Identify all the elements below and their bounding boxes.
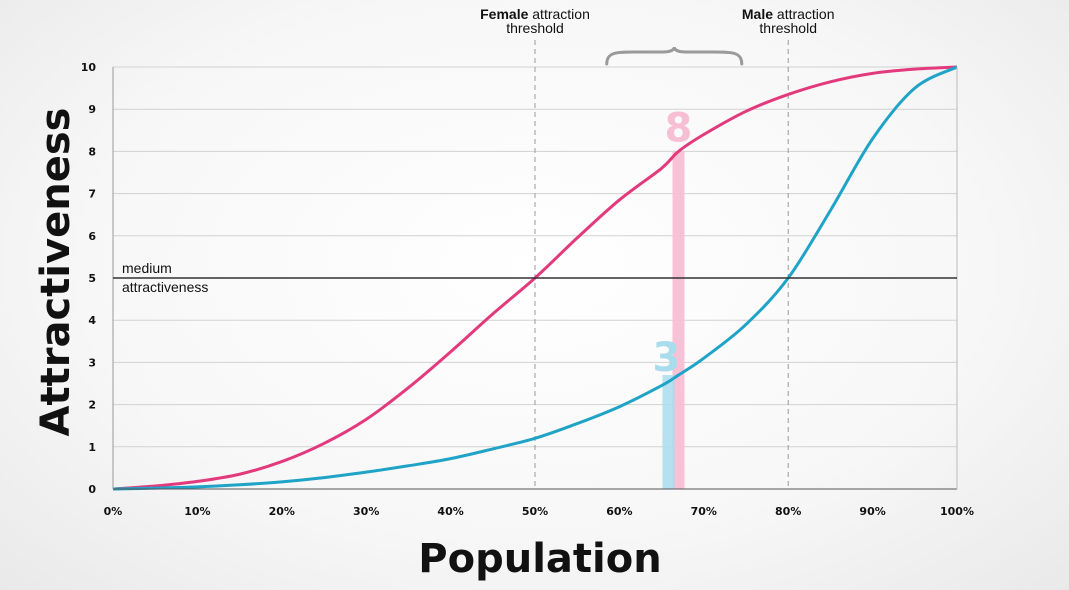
x-tick-label: 20% (269, 505, 295, 518)
x-axis-label: Population (418, 536, 661, 582)
x-tick-label: 30% (353, 505, 379, 518)
threshold-label-bold: Male (742, 6, 773, 22)
x-tick-label: 10% (184, 505, 210, 518)
x-tick-label: 40% (437, 505, 463, 518)
y-axis-label: Attractiveness (33, 108, 79, 437)
y-tick-label: 3 (88, 356, 96, 369)
blue-highlight-bar (662, 375, 675, 489)
x-tick-label: 0% (104, 505, 123, 518)
medium-label: medium (122, 260, 172, 276)
y-tick-label: 0 (88, 483, 96, 496)
y-tick-label: 9 (88, 103, 96, 116)
y-tick-label: 7 (88, 188, 96, 201)
pink-highlight-bar (672, 151, 685, 489)
y-tick-label: 8 (88, 145, 96, 158)
threshold-lines (534, 40, 789, 489)
axes (112, 67, 958, 490)
threshold-label-rest: attraction (773, 6, 834, 22)
threshold-label-line2: threshold (759, 20, 817, 36)
y-tick-label: 2 (88, 399, 96, 412)
threshold-label-line2: threshold (506, 20, 564, 36)
threshold-label: Male attraction (742, 6, 835, 22)
x-tick-label: 80% (775, 505, 801, 518)
attractiveness-label: attractiveness (122, 279, 208, 295)
highlight-bars (662, 151, 685, 489)
x-tick-label: 60% (606, 505, 632, 518)
y-tick-label: 5 (88, 272, 96, 285)
threshold-label: Female attraction (480, 6, 590, 22)
brace (605, 46, 744, 66)
y-tick-label: 10 (81, 61, 97, 74)
series (112, 65, 958, 491)
y-tick-label: 6 (88, 230, 96, 243)
x-tick-label: 100% (940, 505, 974, 518)
y-tick-label: 1 (88, 441, 96, 454)
x-tick-label: 50% (522, 505, 548, 518)
threshold-label-bold: Female (480, 6, 528, 22)
x-tick-label: 70% (691, 505, 717, 518)
blue-series-line (112, 65, 958, 491)
pink-value-label: 8 (665, 105, 693, 151)
y-tick-label: 4 (88, 314, 96, 327)
blue-value-label: 3 (653, 335, 681, 381)
pink-series-line (112, 65, 958, 491)
x-tick-label: 90% (859, 505, 885, 518)
threshold-label-rest: attraction (528, 6, 589, 22)
